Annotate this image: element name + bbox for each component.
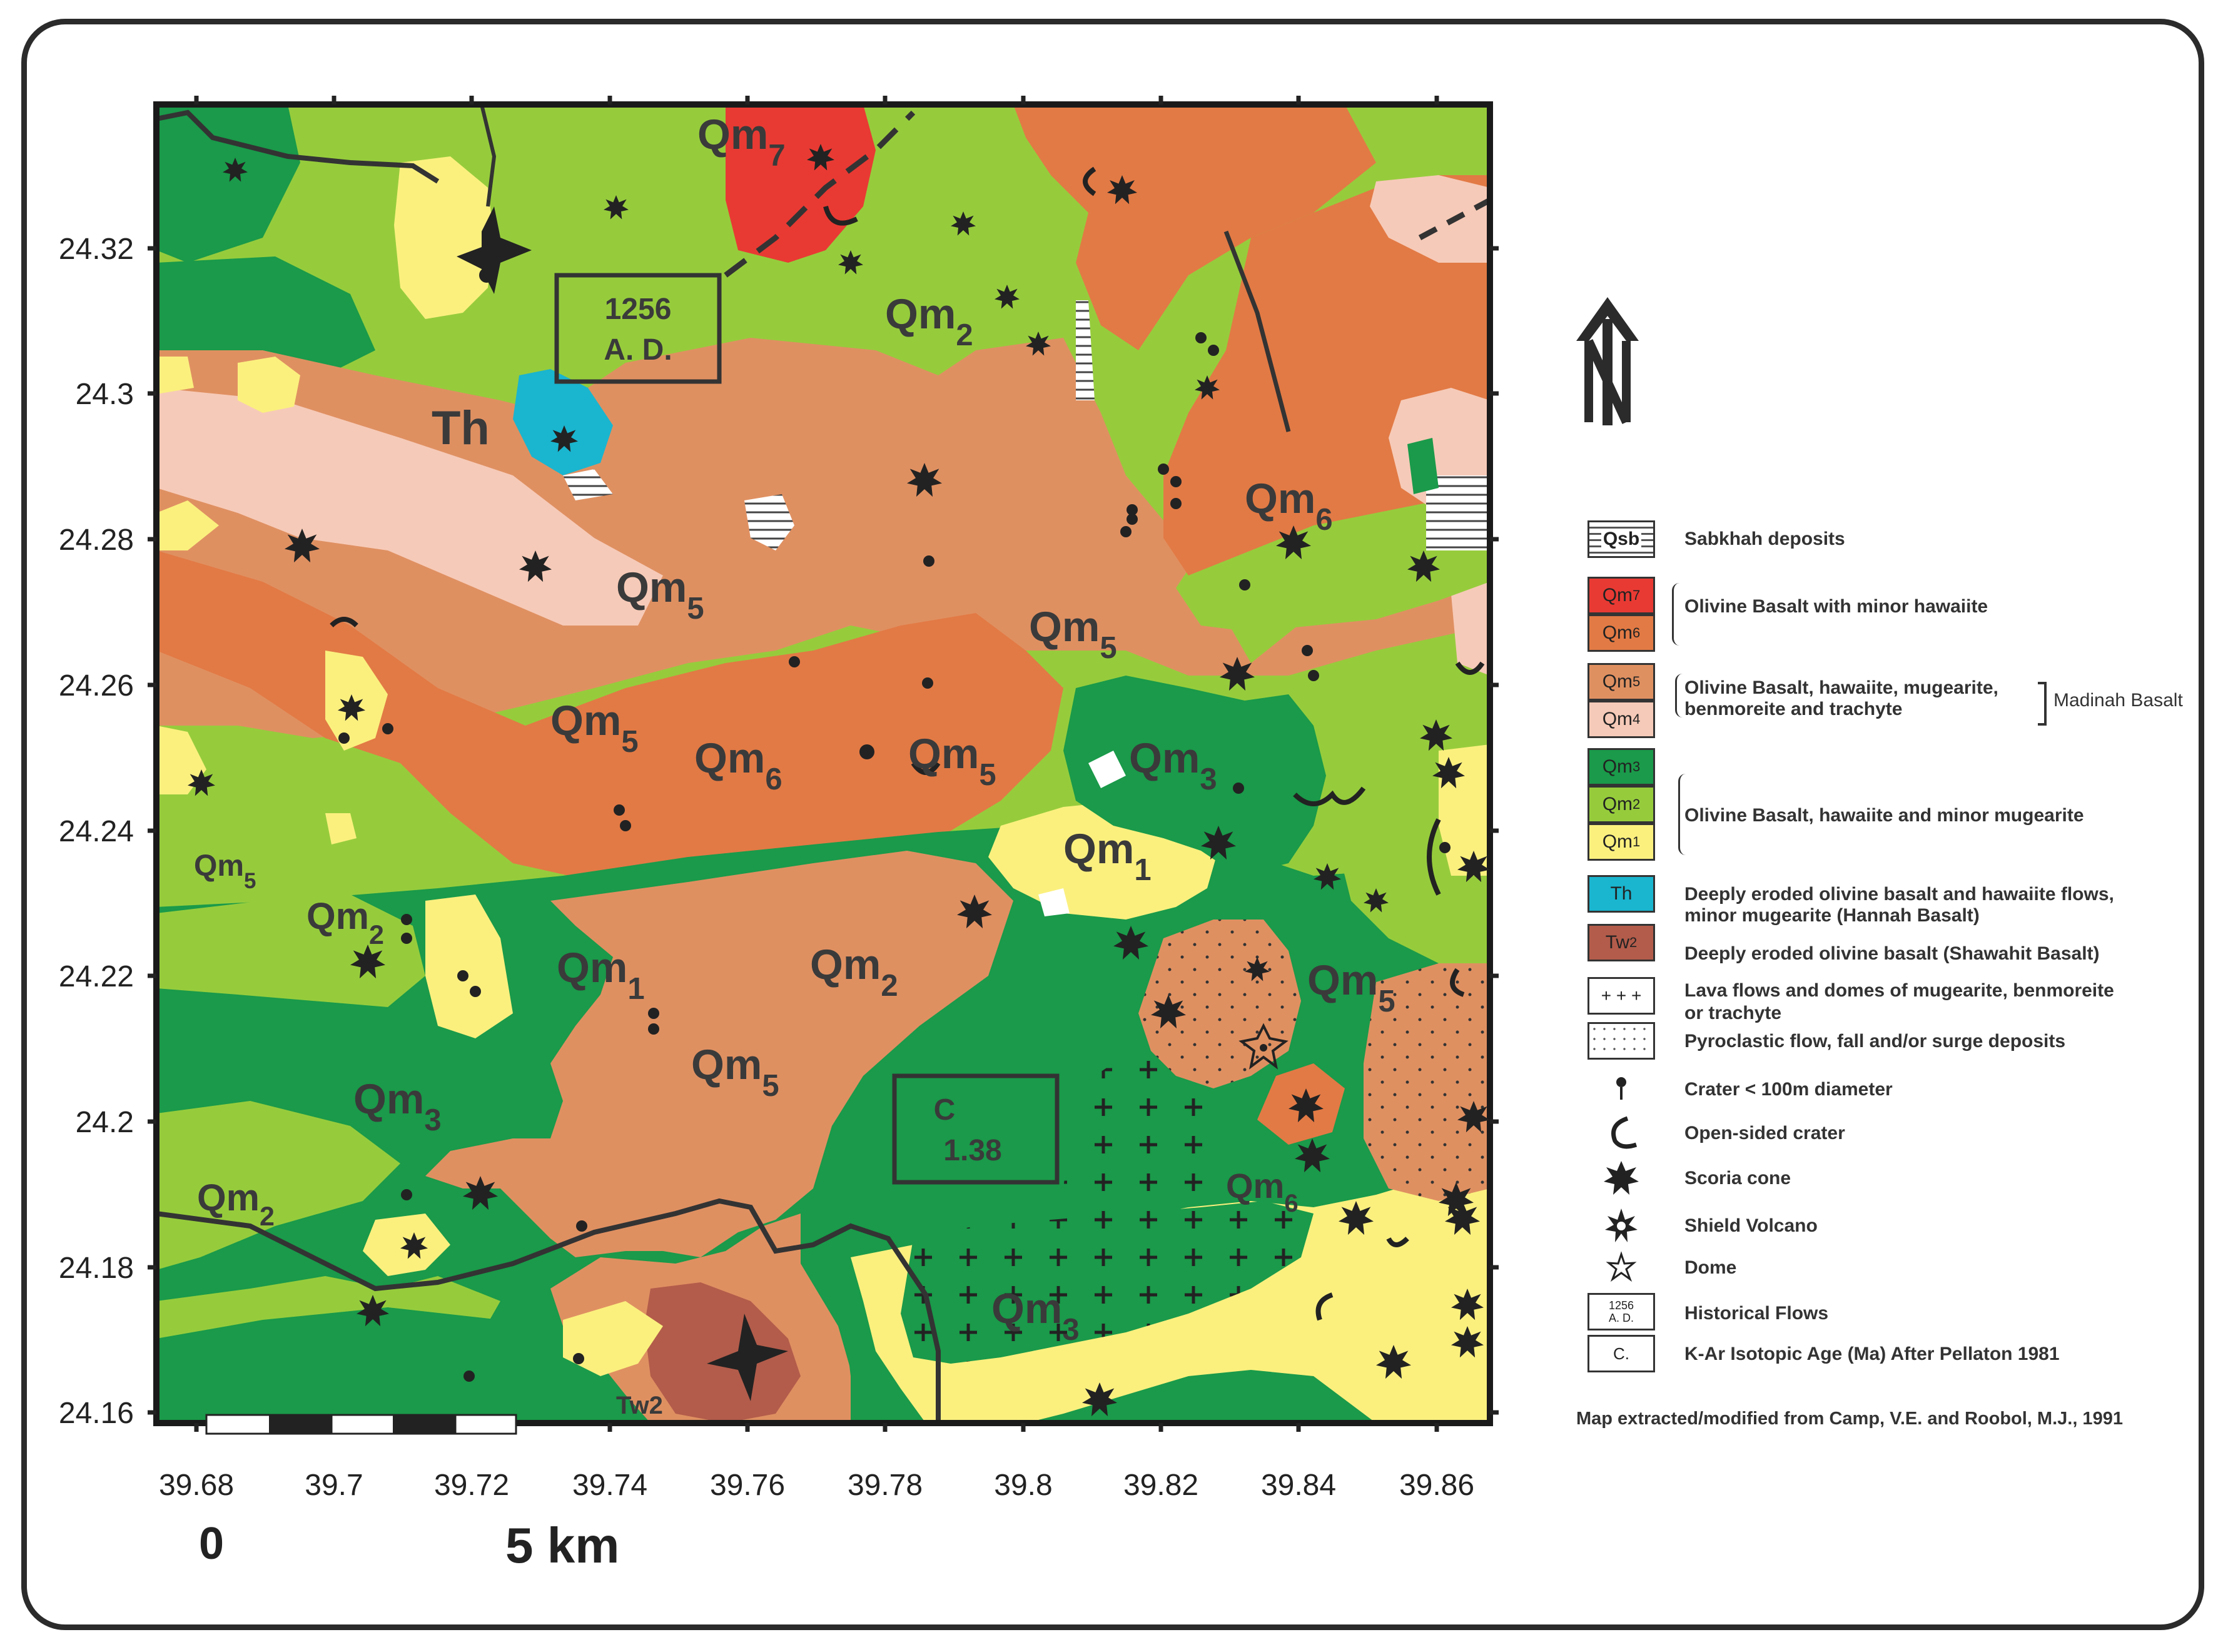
legend-swatch: Qm 6 [1587,614,1655,652]
legend-crater-text: Crater < 100m diameter [1684,1079,1893,1100]
x-tick-label: 39.78 [848,1469,923,1502]
legend-dome-icon [1587,1249,1655,1287]
y-tick-label: 24.3 [76,378,134,411]
y-tick-label: 24.24 [59,815,134,848]
x-axis: 39.68 39.7 39.72 39.74 39.76 39.78 39.8 39.82 39… [159,96,1474,1502]
scale-bar-graphic [205,1414,517,1435]
legend-swatch-lava: + + + [1587,977,1655,1015]
x-tick-label: 39.68 [159,1469,234,1502]
hist-box-1: 1256 [1608,1299,1634,1312]
legend-swatch: Qm 4 [1587,701,1655,738]
scale-end: 5 km [505,1518,619,1573]
legend-text-madinah-1: Olivine Basalt, hawaiite, mugearite, [1684,677,1998,698]
historical-flow-box [554,273,722,384]
scale-start: 0 [199,1519,224,1569]
y-tick-label: 24.16 [59,1397,134,1430]
y-tick-label: 24.22 [59,960,134,993]
legend-bracket [2038,682,2047,726]
legend-shield-icon [1587,1207,1655,1245]
legend-swatch: Qm 1 [1587,823,1655,861]
legend-text-historical: Historical Flows [1684,1303,1829,1324]
legend-swatch: Qm 3 [1587,748,1655,786]
legend-text-madinah-basalt: Madinah Basalt [2053,690,2183,711]
dome-icon [1238,1023,1289,1070]
legend-scoria-icon [1587,1160,1655,1197]
legend-swatch: Qm 7 [1587,577,1655,614]
legend-open-crater-icon [1587,1115,1655,1152]
y-tick-label: 24.18 [59,1252,134,1285]
legend-brace [1672,583,1681,646]
legend-historical-box: 1256 A. D. [1587,1293,1655,1330]
legend-crater-icon [1587,1071,1655,1108]
shield-volcano-icons [457,206,788,1401]
x-tick-label: 39.8 [994,1469,1052,1502]
open-crater-icons [330,166,1485,1321]
legend-open-crater-text: Open-sided crater [1684,1123,1845,1143]
age-box [892,1073,1060,1185]
legend-swatch: Qm 2 [1587,786,1655,823]
legend-text-kar: K-Ar Isotopic Age (Ma) After Pellaton 19… [1684,1344,2060,1364]
legend-kar-box: C. [1587,1335,1655,1372]
legend-text-hannah-2: minor mugearite (Hannah Basalt) [1684,905,1980,926]
legend-text-pyroclastic: Pyroclastic flow, fall and/or surge depo… [1684,1031,2066,1052]
legend-text-shawahit: Deeply eroded olivine basalt (Shawahit B… [1684,943,2100,964]
legend-text-madinah-2: benmoreite and trachyte [1684,699,1903,719]
legend-text-lava-1: Lava flows and domes of mugearite, benmo… [1684,980,2114,1001]
hist-box-2: A. D. [1608,1312,1634,1324]
x-tick-label: 39.84 [1261,1469,1336,1502]
unit-label: Th [432,402,490,455]
legend-swatch: Qm 5 [1587,663,1655,701]
y-tick-label: 24.2 [76,1106,134,1139]
box-1256-line1: 1256 [605,293,672,326]
legend-swatch: Qsb [1587,520,1655,558]
map-border [153,101,1493,1426]
legend-text-olivine-mugearite: Olivine Basalt, hawaiite and minor mugea… [1684,805,2084,826]
y-tick-label: 24.32 [59,233,134,266]
legend-swatch-pyroclastic [1587,1022,1655,1060]
legend-brace [1675,674,1684,717]
box-c-line2: 1.38 [943,1134,1001,1167]
north-arrow-icon [1576,297,1639,425]
box-c-line1: C [934,1093,956,1127]
legend-scoria-text: Scoria cone [1684,1168,1791,1188]
legend-text-olivine-hawaiite: Olivine Basalt with minor hawaiite [1684,596,1988,617]
crater-dots [338,332,1451,1382]
x-tick-label: 39.76 [710,1469,785,1502]
legend-swatch: Th [1587,875,1655,913]
x-tick-label: 39.82 [1123,1469,1198,1502]
legend-swatch: Tw 2 [1587,924,1655,961]
x-tick-label: 39.74 [572,1469,647,1502]
box-1256-line2: A. D. [604,333,672,367]
y-axis: 24.32 24.3 24.28 24.26 24.24 24.22 24.2 24.18 24… [59,233,1499,1430]
map-area [156,104,1490,1423]
x-tick-label: 39.86 [1399,1469,1474,1502]
legend-dome-text: Dome [1684,1257,1737,1278]
source-note: Map extracted/modified from Camp, V.E. a… [1576,1409,2123,1429]
legend-shield-text: Shield Volcano [1684,1215,1818,1236]
legend-text-sabkhah: Sabkhah deposits [1684,529,1845,549]
unit-label: Tw2 [616,1392,663,1419]
y-tick-label: 24.28 [59,524,134,557]
legend-brace [1678,774,1688,855]
x-tick-label: 39.72 [434,1469,509,1502]
legend-text-hannah-1: Deeply eroded olivine basalt and hawaiit… [1684,884,2114,905]
legend-text-lava-2: or trachyte [1684,1003,1782,1023]
x-tick-label: 39.7 [305,1469,363,1502]
map-frame [21,19,2204,1630]
y-tick-label: 24.26 [59,669,134,702]
